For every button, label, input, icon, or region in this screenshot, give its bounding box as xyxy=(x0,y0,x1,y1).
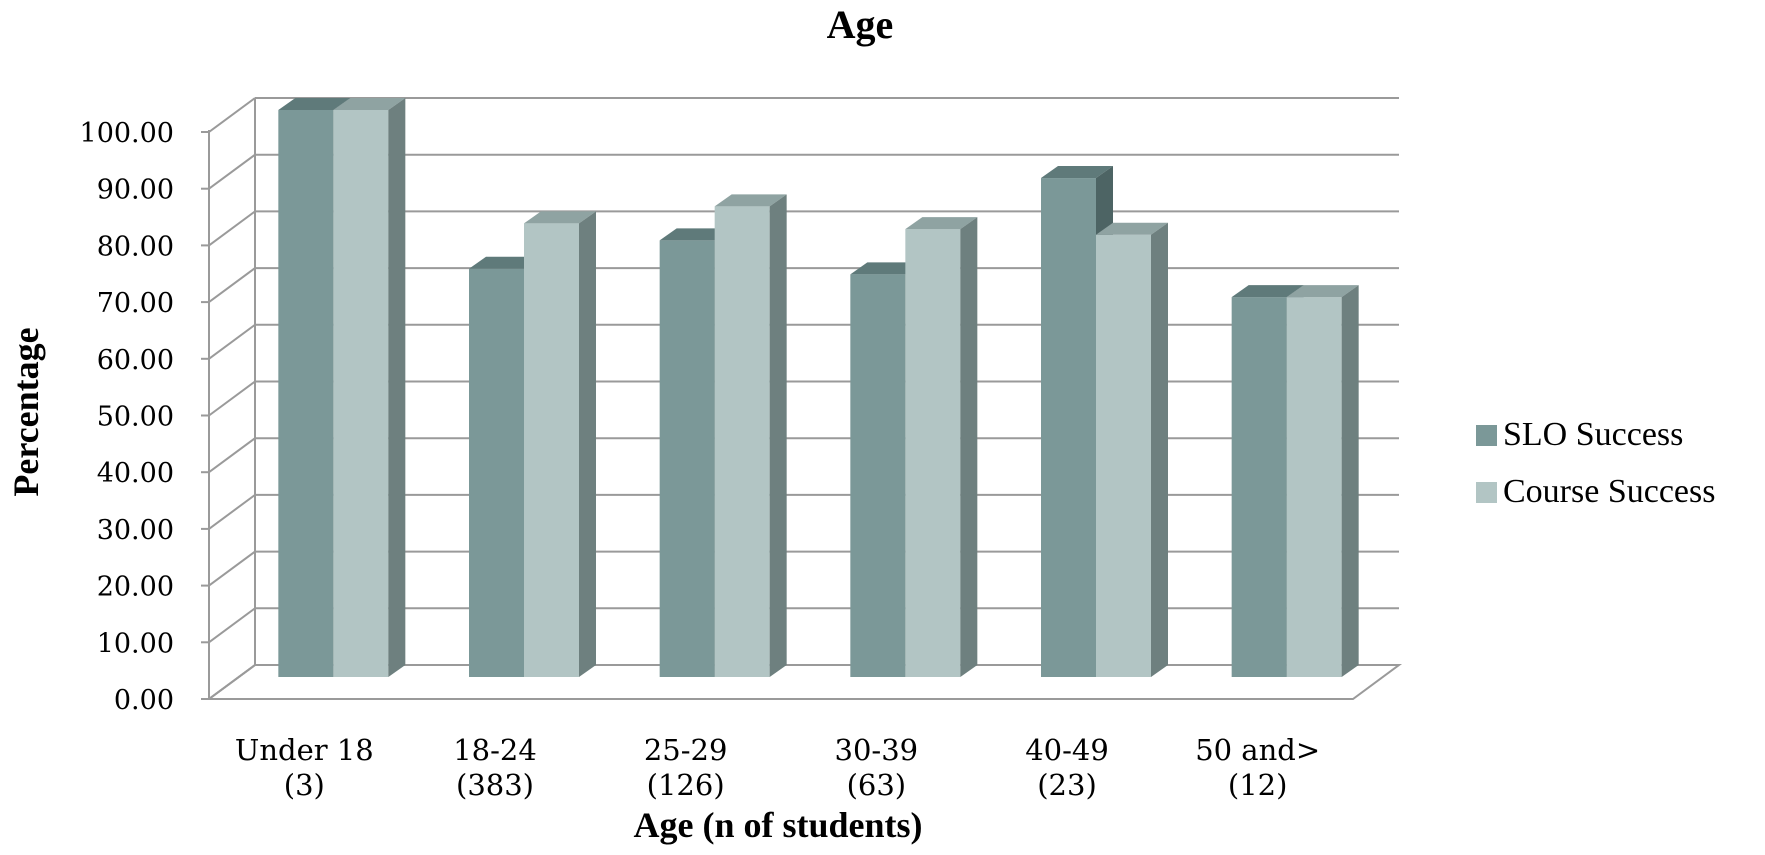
x-category-label: Under 18 xyxy=(235,733,374,767)
bar-top xyxy=(1041,166,1113,179)
y-tick-label: 20.00 xyxy=(97,572,174,603)
gridline-left xyxy=(208,437,256,474)
legend-swatch xyxy=(1476,425,1497,446)
y-tick-label: 50.00 xyxy=(97,402,174,433)
bar-top xyxy=(1286,285,1359,298)
y-tick-label: 100.00 xyxy=(80,118,174,149)
gridline-left xyxy=(208,550,256,587)
legend-label: Course Success xyxy=(1503,473,1715,510)
x-category-labels: Under 18(3) 18-24(383) 25-29(126) 30-39(63)… xyxy=(235,733,1320,802)
bar-course-success xyxy=(333,98,406,677)
y-tick-label: 10.00 xyxy=(97,628,174,659)
bar-course-success xyxy=(905,217,978,677)
bar-front xyxy=(850,274,906,677)
bar-side xyxy=(1341,285,1359,677)
bar-course-success xyxy=(714,194,787,677)
bar-front xyxy=(714,206,770,677)
bar-course-success xyxy=(1286,285,1359,677)
gridline-left xyxy=(208,380,256,417)
chart-title: Age xyxy=(827,2,894,47)
y-axis-title: Percentage xyxy=(6,327,46,496)
bar-top xyxy=(905,217,978,230)
bar-front xyxy=(278,110,334,677)
bar-side xyxy=(1151,222,1168,678)
x-category-label: 25-29 xyxy=(644,733,728,767)
x-category-label: 30-39 xyxy=(835,733,919,767)
bar-side xyxy=(769,194,787,677)
bar-top xyxy=(524,211,596,224)
x-category-count: (23) xyxy=(1037,768,1097,802)
gridline-left xyxy=(208,210,256,247)
bar-side xyxy=(388,98,406,677)
y-tick-label: 60.00 xyxy=(97,345,174,376)
bars xyxy=(278,98,1359,678)
bar-side xyxy=(960,217,978,677)
gridline-left xyxy=(208,153,256,190)
bar-top xyxy=(278,98,351,110)
x-category-count: (12) xyxy=(1228,768,1288,802)
y-tick-label: 30.00 xyxy=(97,515,174,546)
y-tick-labels: 0.00 10.00 20.00 30.00 40.00 50.00 60.00 70.00 8… xyxy=(80,118,174,716)
bar-front xyxy=(1286,297,1342,677)
x-category-label: 50 and> xyxy=(1195,733,1320,767)
gridline-left xyxy=(208,494,256,530)
y-tick-label: 90.00 xyxy=(97,175,174,206)
bar-front xyxy=(1041,178,1096,678)
bar-course-success xyxy=(1096,222,1168,678)
bar-front xyxy=(524,223,579,677)
bar-course-success xyxy=(524,211,596,677)
gridlines xyxy=(201,97,1403,700)
y-tick-label: 70.00 xyxy=(97,288,174,319)
legend: SLO Success Course Success xyxy=(1476,416,1715,510)
legend-label: SLO Success xyxy=(1503,416,1683,453)
bar-front xyxy=(469,268,524,677)
bar-top xyxy=(1231,285,1304,298)
bar-top xyxy=(469,256,541,269)
bar-top xyxy=(659,228,732,241)
y-tick-label: 0.00 xyxy=(114,685,174,716)
bar-top xyxy=(333,98,406,110)
legend-swatch xyxy=(1476,482,1497,503)
bar-top xyxy=(1096,222,1168,235)
bar-front xyxy=(333,110,389,677)
x-category-label: 18-24 xyxy=(453,733,537,767)
gridline-left xyxy=(208,607,256,644)
x-category-count: (63) xyxy=(847,768,907,802)
gridline-left xyxy=(208,97,256,133)
bar-front xyxy=(1096,234,1151,678)
y-tick-label: 80.00 xyxy=(97,231,174,262)
bar-top xyxy=(850,262,923,275)
gridline-left xyxy=(208,323,256,360)
bar-side xyxy=(579,211,596,677)
x-category-count: (3) xyxy=(284,768,325,802)
floor xyxy=(205,664,1403,700)
bar-front xyxy=(659,240,715,677)
x-category-count: (126) xyxy=(647,768,725,802)
y-tick-label: 40.00 xyxy=(97,458,174,489)
bar-front xyxy=(1231,297,1287,677)
bar-front xyxy=(905,229,961,677)
x-category-label: 40-49 xyxy=(1025,733,1109,767)
gridline-left xyxy=(208,267,256,303)
bar-top xyxy=(714,194,787,207)
x-axis-title: Age (n of students) xyxy=(633,805,922,845)
x-category-count: (383) xyxy=(456,768,534,802)
